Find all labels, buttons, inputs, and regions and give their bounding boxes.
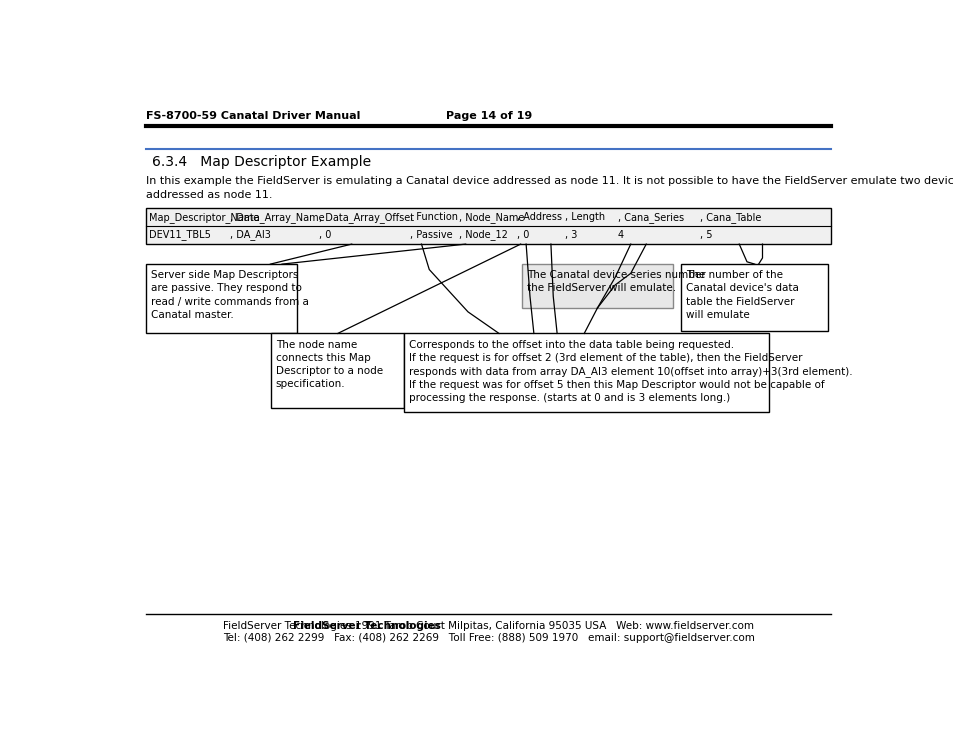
Bar <box>146 208 831 244</box>
Text: , Node_Name: , Node_Name <box>458 212 523 223</box>
Text: Server side Map Descriptors
are passive. They respond to
read / write commands f: Server side Map Descriptors are passive.… <box>151 270 309 320</box>
Text: , DA_AI3: , DA_AI3 <box>230 230 271 241</box>
Text: , Length: , Length <box>564 212 604 222</box>
Text: , Function: , Function <box>410 212 457 222</box>
Bar <box>521 264 673 308</box>
Text: FieldServer Technologies 1991 Tarob Court Milpitas, California 95035 USA   Web: : FieldServer Technologies 1991 Tarob Cour… <box>223 621 754 631</box>
Bar <box>680 264 827 331</box>
Text: Tel: (408) 262 2299   Fax: (408) 262 2269   Toll Free: (888) 509 1970   email: s: Tel: (408) 262 2299 Fax: (408) 262 2269 … <box>223 632 754 643</box>
Text: In this example the FieldServer is emulating a Canatal device addressed as node : In this example the FieldServer is emula… <box>146 176 953 186</box>
Bar <box>404 334 768 412</box>
Text: , 5: , 5 <box>700 230 712 240</box>
Text: , 3: , 3 <box>564 230 577 240</box>
Bar <box>146 264 297 334</box>
Text: The number of the
Canatal device's data
table the FieldServer
will emulate: The number of the Canatal device's data … <box>685 270 798 320</box>
Text: FS-8700-59 Canatal Driver Manual: FS-8700-59 Canatal Driver Manual <box>146 111 360 120</box>
Text: Page 14 of 19: Page 14 of 19 <box>445 111 532 120</box>
Bar <box>271 334 404 408</box>
Text: DEV11_TBL5: DEV11_TBL5 <box>149 230 211 241</box>
Text: , 0: , 0 <box>319 230 332 240</box>
Text: , Cana_Table: , Cana_Table <box>700 212 761 223</box>
Text: Map_Descriptor_Name: Map_Descriptor_Name <box>149 212 258 223</box>
Text: , Address: , Address <box>517 212 561 222</box>
Text: 4: 4 <box>617 230 623 240</box>
Text: , Data_Array_Name: , Data_Array_Name <box>230 212 324 223</box>
Text: , Cana_Series: , Cana_Series <box>617 212 683 223</box>
Text: 6.3.4   Map Descriptor Example: 6.3.4 Map Descriptor Example <box>152 155 371 169</box>
Text: , Node_12: , Node_12 <box>458 230 507 241</box>
Text: The Canatal device series number
the FieldServer will emulate.: The Canatal device series number the Fie… <box>526 270 705 294</box>
Text: , 0: , 0 <box>517 230 529 240</box>
Text: FieldServer Technologies: FieldServer Technologies <box>293 621 440 631</box>
Text: , Data_Array_Offset: , Data_Array_Offset <box>319 212 414 223</box>
Text: Corresponds to the offset into the data table being requested.
If the request is: Corresponds to the offset into the data … <box>409 339 852 403</box>
Text: , Passive: , Passive <box>410 230 452 240</box>
Text: The node name
connects this Map
Descriptor to a node
specification.: The node name connects this Map Descript… <box>275 339 382 389</box>
Text: addressed as node 11.: addressed as node 11. <box>146 190 273 200</box>
